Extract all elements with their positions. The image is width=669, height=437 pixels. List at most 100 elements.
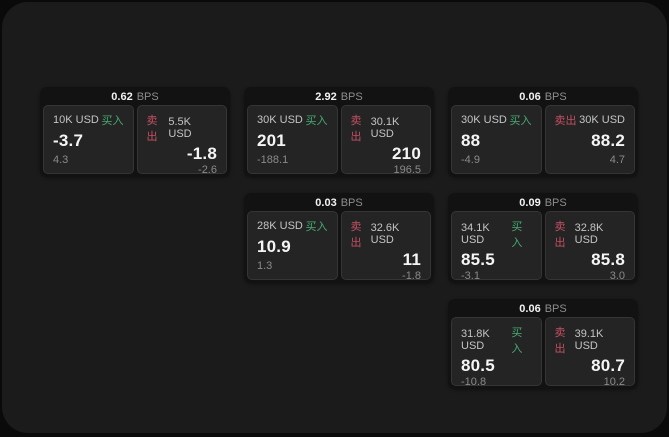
buy-price: -3.7 [53,131,84,150]
quote-card: 2.92 BPS 30K USD 买入 201 -188.1 卖出 30.1K … [244,87,434,177]
buy-sub-value: -188.1 [257,154,289,166]
sell-price: 11 [402,250,421,269]
card-header: 2.92 BPS [247,90,431,105]
bps-value: 0.06 [519,303,541,315]
buy-price: 10.9 [257,237,291,256]
quote-card: 0.06 BPS 30K USD 买入 88 -4.9 卖出 30K USD [448,87,638,177]
buy-price: 85.5 [461,250,495,269]
quote-cards-grid: 0.62 BPS 10K USD 买入 -3.7 4.3 卖出 5.5K USD [40,87,638,389]
bps-unit-label: BPS [544,303,567,315]
sell-amount: 32.6K USD [370,222,400,246]
buy-side-label: 买入 [305,221,328,233]
buy-side-label: 买入 [509,115,532,127]
sell-side-label: 卖出 [350,115,362,143]
buy-sub-value: -3.1 [461,270,480,282]
sell-panel-header: 卖出 32.6K USD [351,218,422,250]
buy-side-label: 买入 [511,221,523,249]
card-header: 0.62 BPS [43,90,227,105]
buy-sub-value: 1.3 [257,260,273,272]
buy-panel-header: 28K USD 买入 [257,218,328,234]
bps-value: 2.92 [315,91,337,103]
quote-card: 0.62 BPS 10K USD 买入 -3.7 4.3 卖出 5.5K USD [40,87,230,177]
sell-panel[interactable]: 卖出 5.5K USD -1.8 -2.6 [136,105,227,176]
buy-amount: 30K USD [461,114,507,126]
buy-amount: 31.8K USD [461,328,490,352]
quote-card: 0.06 BPS 31.8K USD 买入 80.5 -10.8 卖出 39.1… [448,299,638,389]
card-header: 0.06 BPS [451,90,635,105]
buy-side-label: 买入 [305,115,328,127]
bps-value: 0.62 [111,91,133,103]
quote-panels: 10K USD 买入 -3.7 4.3 卖出 5.5K USD -1.8 -2.… [43,105,227,176]
buy-price: 88 [461,131,481,150]
buy-panel[interactable]: 31.8K USD 买入 80.5 -10.8 [451,317,542,388]
sell-panel[interactable]: 卖出 30.1K USD 210 196.5 [340,105,431,176]
sell-price: 88.2 [591,131,625,150]
sell-sub-value: 3.0 [609,270,625,282]
buy-panel-header: 31.8K USD 买入 [461,324,532,356]
bps-unit-label: BPS [340,91,363,103]
bps-unit-label: BPS [340,197,363,209]
bps-unit-label: BPS [136,91,159,103]
sell-side-label: 卖出 [554,115,577,127]
card-header: 0.03 BPS [247,196,431,211]
sell-panel-header: 卖出 30.1K USD [351,112,422,144]
sell-panel[interactable]: 卖出 30K USD 88.2 4.7 [544,105,635,174]
buy-amount: 28K USD [257,220,303,232]
bps-value: 0.06 [519,91,541,103]
buy-amount: 10K USD [53,114,99,126]
bps-unit-label: BPS [544,197,567,209]
buy-panel-header: 10K USD 买入 [53,112,124,128]
buy-side-label: 买入 [101,115,124,127]
sell-side-label: 卖出 [554,327,566,355]
sell-panel-header: 卖出 30K USD [555,112,626,128]
sell-panel[interactable]: 卖出 39.1K USD 80.7 10.2 [544,317,635,388]
sell-sub-value: 10.2 [603,376,625,388]
buy-sub-value: 4.3 [53,154,69,166]
buy-price: 201 [257,131,286,150]
sell-amount: 39.1K USD [574,328,604,352]
bps-unit-label: BPS [544,91,567,103]
quote-panels: 34.1K USD 买入 85.5 -3.1 卖出 32.8K USD 85.8… [451,211,635,282]
buy-amount: 34.1K USD [461,222,490,246]
quote-panels: 28K USD 买入 10.9 1.3 卖出 32.6K USD 11 -1.8 [247,211,431,282]
buy-panel[interactable]: 34.1K USD 买入 85.5 -3.1 [451,211,542,282]
sell-price: 85.8 [591,250,625,269]
sell-amount: 30.1K USD [370,116,400,140]
sell-sub-value: -2.6 [198,164,217,176]
buy-amount: 30K USD [257,114,303,126]
sell-amount: 32.8K USD [574,222,604,246]
sell-price: 210 [392,144,421,163]
quote-card: 0.09 BPS 34.1K USD 买入 85.5 -3.1 卖出 32.8K… [448,193,638,283]
quote-panels: 30K USD 买入 88 -4.9 卖出 30K USD 88.2 4.7 [451,105,635,174]
card-header: 0.09 BPS [451,196,635,211]
buy-panel-header: 30K USD 买入 [257,112,328,128]
sell-panel[interactable]: 卖出 32.8K USD 85.8 3.0 [544,211,635,282]
sell-panel-header: 卖出 32.8K USD [555,218,626,250]
sell-side-label: 卖出 [350,221,362,249]
buy-panel-header: 34.1K USD 买入 [461,218,532,250]
buy-panel[interactable]: 30K USD 买入 201 -188.1 [247,105,338,174]
sell-panel-header: 卖出 39.1K USD [555,324,626,356]
sell-amount: 5.5K USD [168,116,192,140]
card-header: 0.06 BPS [451,302,635,317]
sell-side-label: 卖出 [146,115,158,143]
bps-value: 0.09 [519,197,541,209]
buy-panel[interactable]: 10K USD 买入 -3.7 4.3 [43,105,134,174]
sell-sub-value: 196.5 [393,164,421,176]
sell-panel-header: 卖出 5.5K USD [147,112,218,144]
buy-sub-value: -4.9 [461,154,480,166]
buy-panel-header: 30K USD 买入 [461,112,532,128]
sell-price: 80.7 [591,356,625,375]
buy-sub-value: -10.8 [461,376,487,388]
sell-sub-value: -1.8 [402,270,421,282]
buy-price: 80.5 [461,356,495,375]
sell-side-label: 卖出 [554,221,566,249]
sell-amount: 30K USD [579,114,625,126]
sell-panel[interactable]: 卖出 32.6K USD 11 -1.8 [340,211,431,282]
quote-panels: 30K USD 买入 201 -188.1 卖出 30.1K USD 210 1… [247,105,431,176]
quote-panels: 31.8K USD 买入 80.5 -10.8 卖出 39.1K USD 80.… [451,317,635,388]
buy-panel[interactable]: 30K USD 买入 88 -4.9 [451,105,542,174]
buy-panel[interactable]: 28K USD 买入 10.9 1.3 [247,211,338,280]
buy-side-label: 买入 [511,327,523,355]
